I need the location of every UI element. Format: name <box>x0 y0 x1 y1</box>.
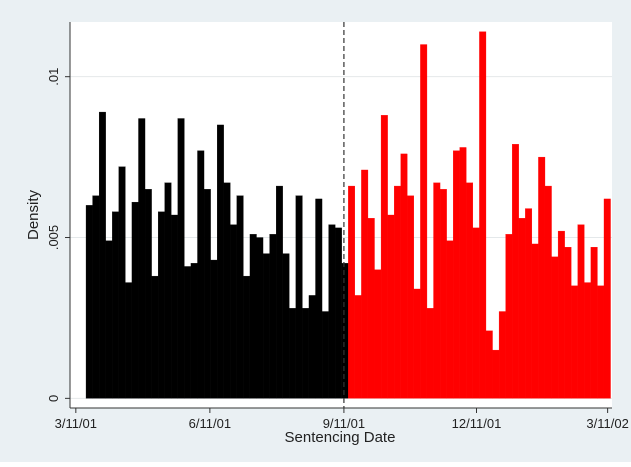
bar <box>269 234 277 399</box>
bar <box>276 185 283 399</box>
bar <box>571 285 578 399</box>
bar <box>203 189 211 399</box>
bar <box>256 237 264 399</box>
bar <box>590 247 598 399</box>
bar <box>426 308 434 399</box>
bar <box>439 189 447 399</box>
bar <box>557 230 565 399</box>
bar <box>551 256 559 399</box>
bar <box>223 182 231 399</box>
bar <box>485 330 493 399</box>
bar <box>289 308 296 399</box>
bar <box>92 195 100 399</box>
bar <box>210 259 218 399</box>
bar <box>374 269 382 399</box>
bar <box>518 218 526 399</box>
bar <box>321 311 329 399</box>
bar <box>197 150 205 399</box>
bar <box>282 253 290 399</box>
bar <box>335 227 342 399</box>
bar <box>144 189 152 399</box>
bar <box>564 247 572 399</box>
x-axis-title: Sentencing Date <box>285 429 396 446</box>
bar <box>302 308 310 399</box>
bar <box>295 195 303 399</box>
bar <box>407 195 414 399</box>
bar <box>112 211 119 399</box>
y-tick-label: .005 <box>46 225 61 250</box>
bar <box>328 224 336 399</box>
bar <box>492 349 500 399</box>
y-tick-label: 0 <box>46 395 61 402</box>
bar <box>105 240 113 399</box>
bar <box>387 214 395 399</box>
bar <box>177 118 185 399</box>
bar <box>315 198 323 399</box>
bar <box>446 240 454 399</box>
bar <box>217 124 224 399</box>
bar <box>420 44 428 399</box>
bar <box>584 282 592 399</box>
bar <box>164 182 172 399</box>
bar <box>190 263 198 399</box>
bar <box>367 218 375 399</box>
bar <box>354 295 362 399</box>
bar <box>151 275 159 399</box>
bar <box>603 198 611 399</box>
bar <box>453 150 460 399</box>
bar <box>125 282 133 399</box>
y-axis-title: Density <box>25 189 42 240</box>
bar <box>525 208 533 399</box>
bar <box>466 182 474 399</box>
bar <box>413 288 421 399</box>
bar <box>400 153 408 399</box>
bar <box>85 205 93 399</box>
bar <box>131 201 139 399</box>
bar <box>380 115 388 399</box>
bar <box>98 111 106 399</box>
bar <box>262 253 270 399</box>
bar <box>531 243 539 399</box>
bar <box>230 224 237 399</box>
bar <box>512 144 519 399</box>
bar <box>243 275 251 399</box>
bar <box>361 169 369 399</box>
bar <box>171 214 178 399</box>
bar <box>577 224 585 399</box>
bar <box>498 311 506 399</box>
bar <box>544 185 552 399</box>
bar <box>157 211 165 399</box>
x-tick-label: 3/11/02 <box>586 416 628 431</box>
bar <box>341 263 349 399</box>
bar <box>118 166 126 399</box>
x-tick-label: 3/11/01 <box>55 416 97 431</box>
x-tick-label: 12/11/01 <box>452 416 502 431</box>
bar <box>472 227 480 399</box>
bar <box>433 182 441 399</box>
bar <box>538 156 546 399</box>
bar <box>479 31 487 399</box>
bar <box>597 285 605 399</box>
bar <box>394 185 401 399</box>
bar <box>184 266 192 399</box>
x-tick-label: 6/11/01 <box>189 416 231 431</box>
bar <box>138 118 146 399</box>
y-tick-label: .01 <box>46 68 61 86</box>
bar <box>236 195 244 399</box>
x-tick-label: 9/11/01 <box>323 416 365 431</box>
bar <box>249 234 257 399</box>
bar <box>505 234 513 399</box>
bar <box>459 147 467 399</box>
bar <box>348 185 355 399</box>
bar <box>308 295 316 399</box>
